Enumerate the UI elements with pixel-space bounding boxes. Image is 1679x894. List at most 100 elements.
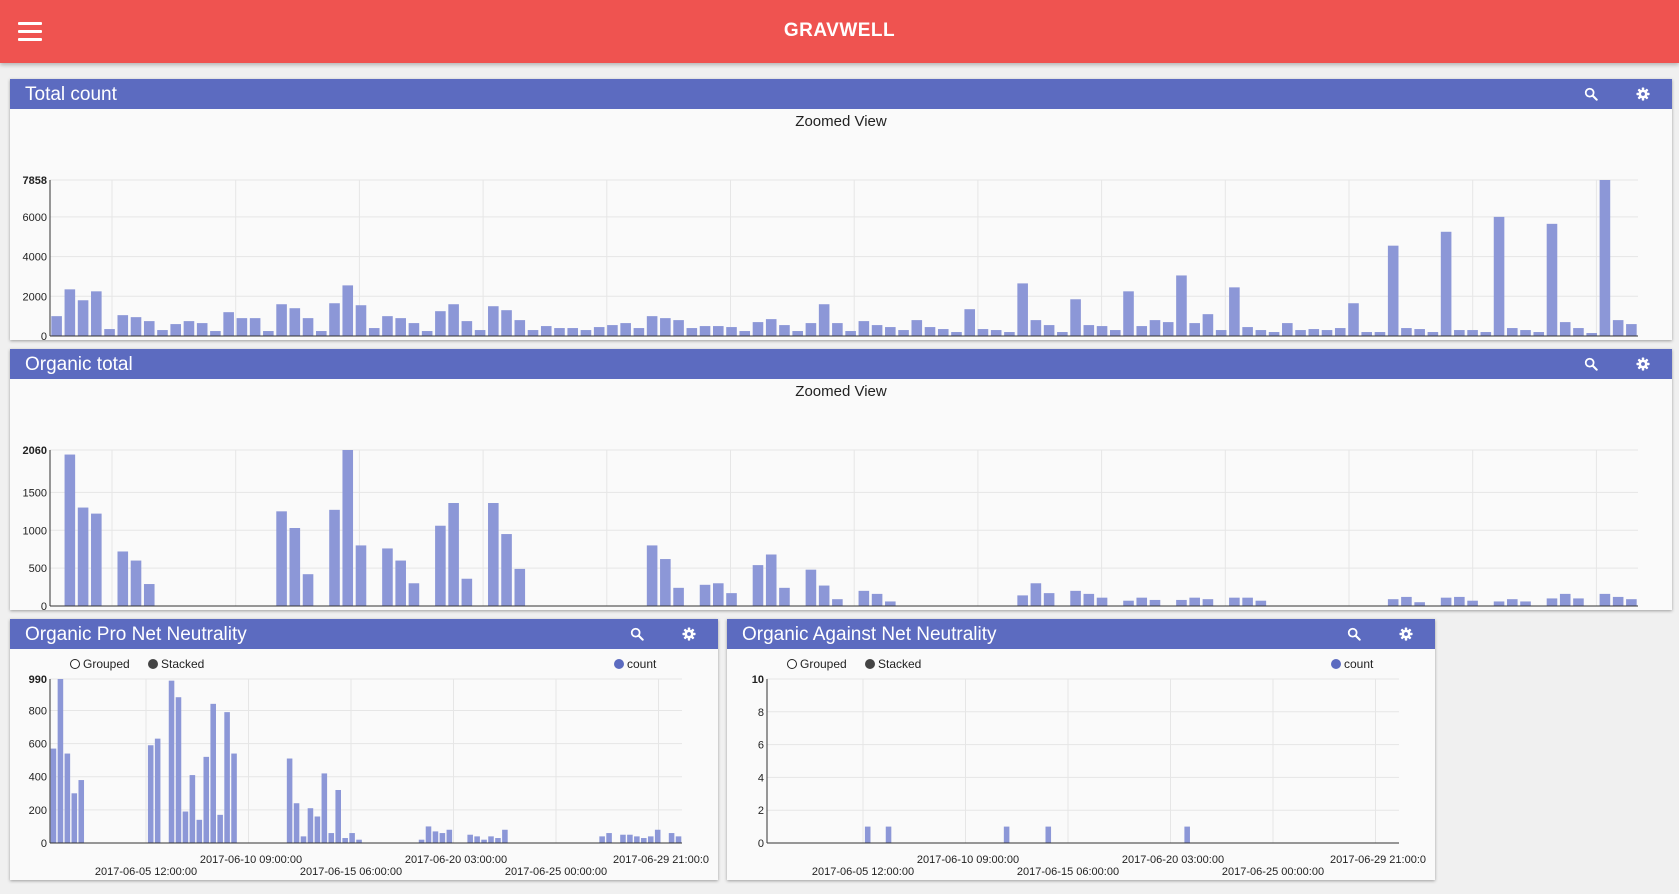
x-tick-label: 2017-06-05 12:00:00 — [95, 866, 197, 878]
bar — [554, 328, 565, 336]
panel-organic-against: Organic Against Net Neutrality Grouped S… — [727, 619, 1435, 880]
bar — [990, 330, 1002, 336]
bar — [461, 578, 473, 606]
bar — [196, 819, 203, 843]
chart-title: Zoomed View — [795, 113, 887, 130]
bar — [307, 808, 314, 843]
legend-stacked[interactable]: Stacked — [865, 657, 921, 671]
bar — [1559, 593, 1571, 606]
y-tick-label: 6 — [758, 740, 764, 752]
bar — [599, 836, 605, 843]
bar — [408, 583, 420, 606]
legend-series[interactable]: count — [1331, 657, 1373, 671]
bar — [342, 838, 348, 843]
bar — [448, 503, 459, 606]
legend-stacked[interactable]: Stacked — [148, 657, 204, 671]
bar — [646, 545, 658, 606]
y-tick-label: 0 — [41, 601, 47, 610]
gear-icon[interactable] — [1632, 83, 1654, 105]
bar — [293, 803, 300, 843]
bar — [1295, 330, 1306, 336]
bar — [1176, 275, 1187, 336]
gear-icon[interactable] — [678, 623, 700, 645]
panel-title: Organic total — [25, 354, 133, 375]
bar — [286, 758, 293, 843]
bar — [435, 311, 446, 336]
bar — [175, 697, 182, 843]
bar — [1242, 597, 1253, 606]
search-icon[interactable] — [626, 623, 648, 645]
bar — [263, 331, 274, 336]
bar — [57, 679, 64, 843]
bar — [474, 330, 486, 336]
search-icon[interactable] — [1580, 353, 1602, 375]
bar — [1282, 323, 1293, 336]
bar — [1229, 597, 1240, 606]
y-tick-label: 10 — [752, 674, 764, 686]
legend-stacked-label: Stacked — [161, 657, 205, 671]
legend-series-label: count — [1344, 657, 1374, 671]
bar — [289, 308, 301, 336]
bar — [540, 326, 552, 336]
search-icon[interactable] — [1343, 623, 1365, 645]
bar — [675, 836, 682, 843]
bar — [236, 318, 248, 336]
gear-icon[interactable] — [1632, 353, 1654, 375]
legend-grouped[interactable]: Grouped — [787, 657, 847, 671]
bar — [1321, 330, 1333, 336]
bar — [620, 323, 631, 336]
bar — [885, 327, 896, 336]
bar — [1096, 326, 1108, 336]
bar — [911, 320, 923, 336]
bar — [231, 753, 237, 843]
y-tick-label: 7858 — [23, 175, 47, 187]
x-tick-label: 2017-06-20 03:00:00 — [405, 854, 507, 866]
bar — [1414, 329, 1425, 336]
bar — [1189, 597, 1200, 606]
x-tick-label: 2017-06-10 09:00:00 — [200, 854, 302, 866]
bar — [1149, 599, 1161, 606]
panel-organic-pro: Organic Pro Net Neutrality Grouped Stack… — [10, 619, 718, 880]
bar — [130, 560, 142, 606]
bar — [302, 574, 314, 606]
x-tick-label: 2017-06-29 21:00:0 — [613, 854, 709, 866]
bar — [527, 330, 539, 336]
bar — [435, 525, 446, 606]
y-tick-label: 0 — [758, 838, 764, 850]
bar — [481, 839, 487, 843]
bar — [328, 833, 335, 843]
bar — [864, 826, 871, 843]
bar — [1070, 590, 1081, 606]
bar — [871, 325, 883, 336]
bar — [432, 831, 439, 843]
bar — [147, 745, 154, 843]
bar — [368, 328, 380, 336]
bar — [634, 836, 640, 843]
bar — [739, 331, 751, 336]
bar — [726, 593, 737, 606]
bar — [964, 309, 976, 336]
y-tick-label: 8 — [758, 707, 764, 719]
bar — [660, 318, 671, 336]
legend-series[interactable]: count — [614, 657, 656, 671]
bar — [1268, 332, 1280, 336]
bar — [249, 318, 261, 336]
bar — [1506, 328, 1518, 336]
bar — [1030, 583, 1042, 606]
bar — [91, 291, 102, 336]
legend-grouped[interactable]: Grouped — [70, 657, 130, 671]
search-icon[interactable] — [1580, 83, 1602, 105]
bar — [1506, 599, 1518, 606]
bar — [117, 551, 129, 606]
bar — [302, 318, 314, 336]
gear-icon[interactable] — [1395, 623, 1417, 645]
series-dot-icon — [614, 659, 624, 669]
radio-grouped-icon — [787, 659, 797, 669]
bar — [300, 836, 307, 843]
hamburger-menu-icon[interactable] — [18, 22, 42, 42]
bar — [276, 511, 287, 606]
bar — [686, 328, 698, 336]
bar — [607, 325, 618, 336]
bar — [1374, 332, 1386, 336]
